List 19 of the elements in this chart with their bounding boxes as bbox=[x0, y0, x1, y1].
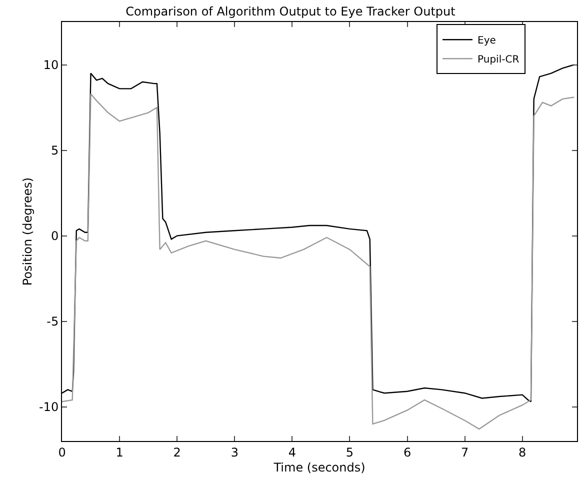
chart-title: Comparison of Algorithm Output to Eye Tracker Output bbox=[126, 4, 456, 19]
y-tick-label: -5 bbox=[46, 314, 59, 328]
y-tick-label: -10 bbox=[38, 400, 59, 414]
x-tick-label: 1 bbox=[116, 445, 124, 460]
line-series bbox=[62, 93, 575, 430]
x-tick-label: 6 bbox=[403, 445, 412, 460]
x-tick-label: 5 bbox=[346, 445, 354, 460]
legend-label: Pupil-CR bbox=[478, 54, 520, 66]
y-tick-label: 10 bbox=[43, 58, 59, 72]
y-axis-title: Position (degrees) bbox=[20, 177, 34, 286]
x-tick-label: 4 bbox=[288, 445, 296, 460]
y-tick-label: 5 bbox=[50, 143, 59, 158]
x-tick-label: 8 bbox=[518, 445, 526, 460]
x-tick-label: 2 bbox=[173, 445, 181, 460]
y-tick-label: 0 bbox=[50, 228, 59, 243]
x-tick-label: 3 bbox=[230, 445, 238, 460]
x-tick-label: 7 bbox=[460, 445, 469, 460]
x-axis-title: Time (seconds) bbox=[272, 460, 366, 474]
legend-label: Eye bbox=[478, 35, 496, 46]
